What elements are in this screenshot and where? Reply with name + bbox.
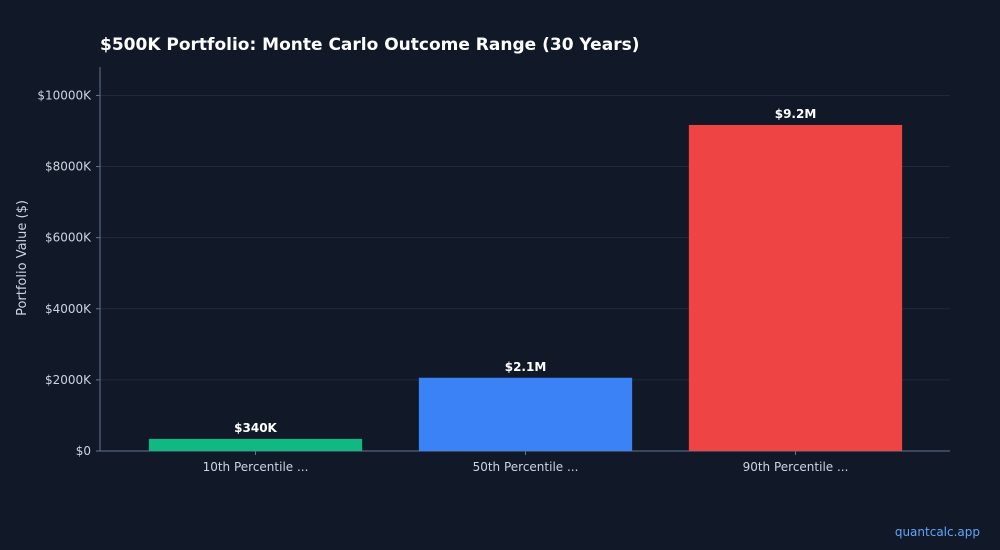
data-label: $340K [234,421,277,435]
watermark-text[interactable]: quantcalc.app [894,525,980,539]
x-tick-label: 50th Percentile ... [473,460,579,474]
x-tick-label: 90th Percentile ... [743,460,849,474]
data-label: $2.1M [505,360,547,374]
bar [418,377,633,451]
bar [148,438,363,451]
y-tick-label: $0 [76,444,91,458]
chart-title: $500K Portfolio: Monte Carlo Outcome Ran… [100,35,639,55]
bar [688,124,903,451]
y-tick-label: $6000K [45,231,92,245]
y-tick-label: $10000K [37,88,92,102]
y-axis-label: Portfolio Value ($) [15,200,30,316]
y-tick-label: $8000K [45,160,92,174]
data-label: $9.2M [775,107,817,121]
x-tick-label: 10th Percentile ... [203,460,309,474]
y-tick-label: $2000K [45,373,92,387]
y-tick-label: $4000K [45,302,92,316]
